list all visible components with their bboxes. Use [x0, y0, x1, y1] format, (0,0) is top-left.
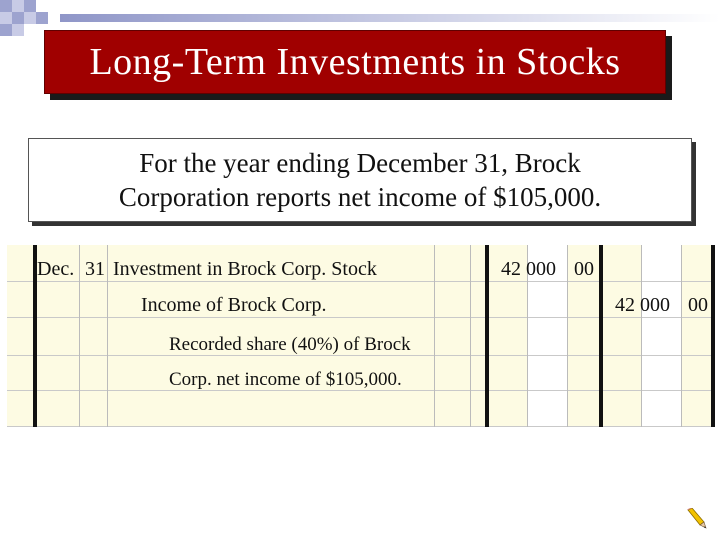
debit-account: Investment in Brock Corp. Stock	[113, 258, 377, 280]
journal-entry-table: Dec. 31 Investment in Brock Corp. Stock …	[7, 245, 715, 427]
date-month: Dec.	[37, 258, 75, 280]
debit-amount: 42 000	[501, 258, 556, 280]
slide-title: Long-Term Investments in Stocks	[89, 41, 621, 83]
explanation-line-1: Recorded share (40%) of Brock	[169, 334, 411, 355]
debit-cents: 00	[574, 258, 594, 280]
info-line-2: Corporation reports net income of $105,0…	[118, 182, 602, 212]
credit-amount: 42 000	[615, 294, 670, 316]
date-day: 31	[85, 258, 105, 280]
explanation-line-2: Corp. net income of $105,000.	[169, 369, 402, 390]
header-decoration	[0, 0, 720, 40]
credit-account: Income of Brock Corp.	[141, 294, 327, 316]
pencil-icon[interactable]	[684, 508, 708, 530]
info-box: For the year ending December 31, Brock C…	[28, 138, 692, 222]
slide-title-box: Long-Term Investments in Stocks	[44, 30, 666, 94]
info-line-1: For the year ending December 31, Brock	[139, 148, 581, 178]
credit-cents: 00	[688, 294, 708, 316]
